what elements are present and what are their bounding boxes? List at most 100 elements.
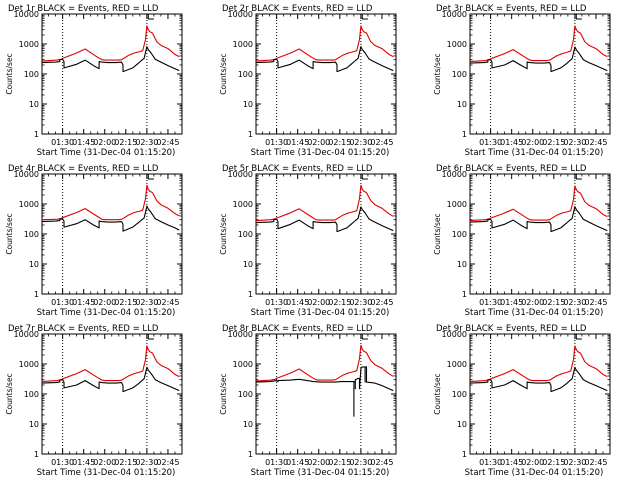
x-axis-label: Start Time (31-Dec-04 01:15:20) [251,468,390,478]
x-tick-label: 01:45 [500,298,523,307]
events-rate-line [255,206,394,233]
y-tick-label: 100 [452,390,467,399]
y-tick-label: 10000 [442,170,467,179]
events-rate-line [469,366,608,393]
x-tick-label: 02:15 [114,138,137,147]
y-tick-label: 1000 [19,360,39,369]
x-tick-label: 02:30 [563,458,586,467]
x-tick-label: 02:00 [93,298,116,307]
y-tick-label: 1000 [447,40,467,49]
x-tick-label: 01:30 [51,458,74,467]
x-tick-label: 01:30 [479,458,502,467]
y-tick-label: 1 [462,450,467,459]
y-tick-label: 1 [34,130,39,139]
x-tick-label: 02:30 [135,138,158,147]
panel-title: Det 4r BLACK = Events, RED = LLD [8,164,159,174]
attenuator-bracket [147,13,154,20]
y-axis-label: Counts/sec [433,373,442,414]
x-tick-label: 02:45 [584,458,607,467]
detector-panel-7: Det 7r BLACK = Events, RED = LLD 1 10 100 10… [5,324,183,478]
y-tick-label: 100 [24,390,39,399]
events-rate-line [469,206,608,233]
x-tick-label: 02:45 [370,138,393,147]
y-tick-label: 100 [24,230,39,239]
x-tick-label: 01:30 [51,298,74,307]
y-tick-label: 1000 [447,200,467,209]
attenuator-bracket [361,333,368,340]
y-tick-label: 10 [29,420,39,429]
x-tick-label: 01:45 [286,298,309,307]
x-tick-label: 01:45 [286,138,309,147]
y-tick-label: 10 [243,260,253,269]
lld-rate-line [255,25,394,62]
x-tick-label: 01:30 [479,298,502,307]
y-tick-label: 100 [452,70,467,79]
detector-panel-1: Det 1r BLACK = Events, RED = LLD 1 10 100 10… [5,4,183,158]
panel-title: Det 6r BLACK = Events, RED = LLD [436,164,587,174]
x-tick-label: 02:00 [307,298,330,307]
x-tick-label: 02:15 [328,298,351,307]
x-tick-label: 01:45 [72,138,95,147]
x-tick-label: 02:15 [114,458,137,467]
y-tick-label: 1000 [19,40,39,49]
y-tick-label: 10000 [14,10,39,19]
detector-panel-6: Det 6r BLACK = Events, RED = LLD 1 10 100 10… [433,164,611,318]
y-tick-label: 1000 [447,360,467,369]
x-tick-label: 02:00 [307,138,330,147]
events-rate-line [255,46,394,73]
y-tick-label: 10 [457,100,467,109]
x-tick-label: 01:45 [286,458,309,467]
detector-panel-3: Det 3r BLACK = Events, RED = LLD 1 10 100 10… [433,4,611,158]
x-tick-label: 01:45 [500,138,523,147]
x-tick-label: 02:15 [542,138,565,147]
y-tick-label: 1 [34,290,39,299]
y-tick-label: 1000 [233,200,253,209]
x-tick-label: 02:30 [349,138,372,147]
events-rate-line [469,46,608,73]
y-tick-label: 10000 [228,330,253,339]
y-axis-label: Counts/sec [433,53,442,94]
y-tick-label: 10000 [14,330,39,339]
y-tick-label: 100 [452,230,467,239]
x-tick-label: 01:30 [265,138,288,147]
x-tick-label: 01:45 [500,458,523,467]
y-tick-label: 1000 [233,40,253,49]
events-rate-line [41,205,180,232]
y-tick-label: 10000 [442,10,467,19]
events-rate-line [255,366,394,417]
lld-rate-line [41,25,180,62]
y-tick-label: 1000 [233,360,253,369]
x-axis-label: Start Time (31-Dec-04 01:15:20) [251,308,390,318]
x-tick-label: 02:45 [156,458,179,467]
x-axis-label: Start Time (31-Dec-04 01:15:20) [465,468,604,478]
y-axis-label: Counts/sec [219,373,228,414]
panel-title: Det 5r BLACK = Events, RED = LLD [222,164,373,174]
x-axis-label: Start Time (31-Dec-04 01:15:20) [37,468,176,478]
x-tick-label: 01:45 [72,458,95,467]
x-tick-label: 02:00 [93,138,116,147]
x-tick-label: 02:00 [521,298,544,307]
lld-rate-line [469,345,608,383]
detector-panel-2: Det 2r BLACK = Events, RED = LLD 1 10 100 10… [219,4,397,158]
x-tick-label: 02:30 [563,138,586,147]
y-tick-label: 100 [24,70,39,79]
y-axis-label: Counts/sec [5,373,14,414]
y-tick-label: 10000 [228,10,253,19]
x-tick-label: 02:15 [542,298,565,307]
y-tick-label: 10 [29,260,39,269]
y-tick-label: 10 [29,100,39,109]
x-tick-label: 02:30 [135,458,158,467]
x-tick-label: 02:30 [563,298,586,307]
y-tick-label: 1 [462,130,467,139]
panel-title: Det 7r BLACK = Events, RED = LLD [8,324,159,334]
x-axis-label: Start Time (31-Dec-04 01:15:20) [465,148,604,158]
y-axis-label: Counts/sec [5,53,14,94]
x-tick-label: 02:45 [370,458,393,467]
x-tick-label: 02:45 [584,138,607,147]
y-tick-label: 10000 [228,170,253,179]
y-tick-label: 10000 [14,170,39,179]
y-tick-label: 10 [457,420,467,429]
events-rate-line [41,46,180,73]
lld-rate-line [255,184,394,222]
